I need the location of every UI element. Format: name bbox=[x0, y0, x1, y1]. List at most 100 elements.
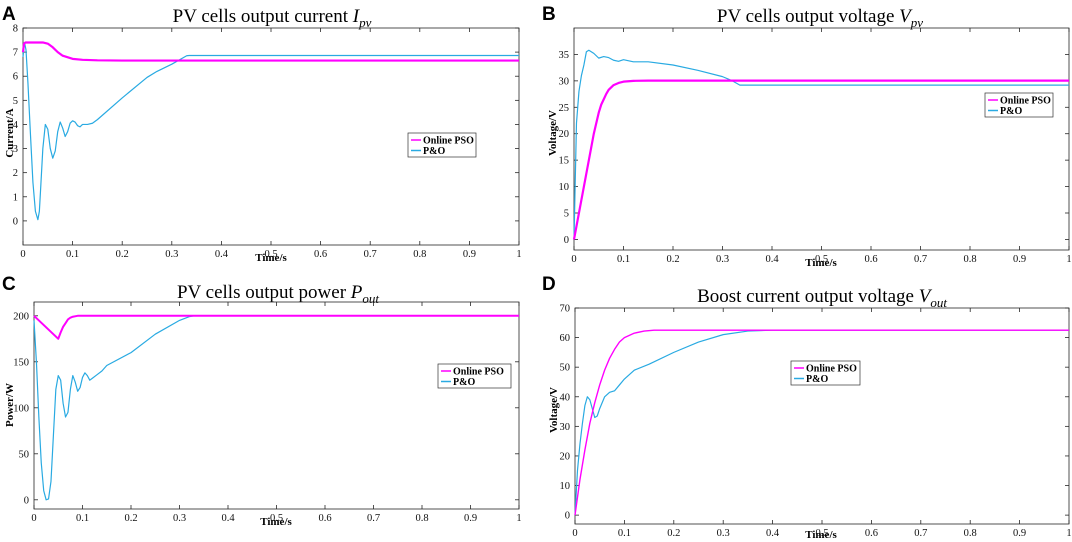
panel-b-legend-box bbox=[984, 92, 1054, 118]
panel-letter-c: C bbox=[2, 274, 16, 295]
panel-a-legend-box bbox=[407, 132, 477, 158]
panel-c-ytick-label: 150 bbox=[13, 357, 29, 368]
panel-c-xtick-label: 0.1 bbox=[76, 513, 89, 524]
panel-b-title-text: PV cells output voltage bbox=[717, 6, 895, 27]
panel-d-ytick-label: 50 bbox=[560, 363, 571, 374]
panel-d-xtick-label: 0 bbox=[572, 528, 577, 539]
panel-a-ytick-label: 7 bbox=[13, 48, 18, 59]
panel-b-xtick-label: 0.3 bbox=[716, 254, 729, 265]
panel-d-ytick-label: 40 bbox=[560, 392, 571, 403]
panel-d-ytick-label: 20 bbox=[560, 451, 571, 462]
panel-c-xtick-label: 0.9 bbox=[464, 513, 477, 524]
panel-letter-d: D bbox=[542, 274, 556, 295]
panel-a-ylabel: Current/A bbox=[4, 108, 16, 157]
panel-b-xtick-label: 0.9 bbox=[1013, 254, 1026, 265]
panel-b-ytick-label: 10 bbox=[559, 182, 570, 193]
panel-d-ytick-label: 70 bbox=[560, 304, 571, 315]
panel-a-xtick-label: 0 bbox=[20, 249, 25, 260]
panel-d-xtick-label: 0.1 bbox=[618, 528, 631, 539]
panel-b-legend-label-online-pso: Online PSO bbox=[1000, 96, 1051, 107]
panel-a-ytick-label: 5 bbox=[13, 96, 18, 107]
panel-c-series-po-line bbox=[33, 315, 519, 501]
panel-c-xlabel: Time/s bbox=[260, 516, 292, 528]
panel-b-ytick-label: 25 bbox=[559, 103, 570, 114]
panel-a-ytick-label: 4 bbox=[13, 120, 19, 131]
panel-b-xtick-label: 0 bbox=[571, 254, 576, 265]
panel-c-xtick-label: 0.2 bbox=[124, 513, 137, 524]
panel-a-xtick-label: 0.7 bbox=[364, 249, 377, 260]
panel-d-title-text: Boost current output voltage bbox=[697, 286, 914, 307]
panel-a-xtick-label: 0.8 bbox=[413, 249, 426, 260]
panel-a-xlabel: Time/s bbox=[255, 252, 287, 264]
panel-c-ylabel: Power/W bbox=[4, 383, 16, 427]
panel-a-ytick-label: 2 bbox=[13, 168, 18, 179]
panel-c-xtick-label: 0.6 bbox=[318, 513, 331, 524]
panel-a-legend-label-online-pso: Online PSO bbox=[423, 136, 474, 147]
panel-b-xtick-label: 0.5 bbox=[815, 254, 828, 265]
panel-c-title-subscript: out bbox=[362, 291, 379, 306]
panel-d-title-subscript: out bbox=[930, 295, 947, 310]
panel-d-xtick-label: 0.7 bbox=[914, 528, 927, 539]
panel-b-xtick-label: 1 bbox=[1066, 254, 1071, 265]
panel-d-xtick-label: 0.9 bbox=[1013, 528, 1026, 539]
panel-b-ytick-label: 0 bbox=[564, 235, 569, 246]
panel-b-series-po-line bbox=[573, 49, 1069, 240]
panel-d-legend-label-po: P&O bbox=[806, 374, 828, 385]
panel-c-legend-label-po: P&O bbox=[453, 377, 475, 388]
panel-b-title-subscript: pv bbox=[910, 15, 924, 30]
panel-c-ytick-label: 100 bbox=[13, 403, 29, 414]
panel-b: B PV cells output voltage Vpv Voltage/V … bbox=[542, 4, 1072, 269]
panel-a-ytick-label: 0 bbox=[13, 216, 18, 227]
panel-d-plot-frame bbox=[574, 307, 1070, 525]
panel-d-xtick-label: 0.6 bbox=[865, 528, 878, 539]
panel-d-xtick-label: 0.4 bbox=[766, 528, 780, 539]
panel-d-legend-box bbox=[790, 360, 861, 386]
panel-b-xtick-label: 0.6 bbox=[864, 254, 877, 265]
panel-d-xtick-label: 0.5 bbox=[815, 528, 828, 539]
panel-b-ylabel: Voltage/V bbox=[547, 110, 559, 156]
panel-b-xtick-label: 0.4 bbox=[765, 254, 779, 265]
panel-c-xtick-label: 0.4 bbox=[221, 513, 235, 524]
panel-b-ytick-label: 20 bbox=[559, 129, 570, 140]
panel-c-title-symbol: P bbox=[350, 282, 363, 303]
panel-d-series-po-line bbox=[574, 329, 1069, 516]
panel-c-xtick-label: 0.3 bbox=[173, 513, 186, 524]
panel-c-xtick-label: 0.7 bbox=[367, 513, 380, 524]
panel-b-legend-label-po: P&O bbox=[1000, 106, 1022, 117]
panel-a-ytick-label: 1 bbox=[13, 192, 18, 203]
panel-c-xtick-label: 0.8 bbox=[415, 513, 428, 524]
panel-b-ytick-label: 35 bbox=[559, 50, 570, 61]
panel-letter-a: A bbox=[2, 4, 16, 25]
panel-a-series-po-line bbox=[22, 41, 519, 221]
panel-a-xtick-label: 0.2 bbox=[116, 249, 129, 260]
panel-c-plot-frame bbox=[33, 301, 520, 510]
panel-a-title-text: PV cells output current bbox=[173, 6, 349, 27]
panel-c-xtick-label: 0 bbox=[31, 513, 36, 524]
panel-d: D Boost current output voltage Vout Volt… bbox=[542, 274, 1072, 541]
panel-b-title-symbol: V bbox=[899, 6, 913, 27]
panel-d-series-online-pso-line bbox=[574, 329, 1069, 516]
panel-a-xtick-label: 0.9 bbox=[463, 249, 476, 260]
panel-d-xtick-label: 0.8 bbox=[964, 528, 977, 539]
panel-b-ytick-label: 5 bbox=[564, 209, 569, 220]
panel-letter-b: B bbox=[542, 4, 556, 25]
panel-a-ytick-label: 3 bbox=[13, 144, 18, 155]
panel-d-xtick-label: 0.2 bbox=[667, 528, 680, 539]
panel-b-xtick-label: 0.2 bbox=[666, 254, 679, 265]
panel-a-legend-label-po: P&O bbox=[423, 146, 445, 157]
panel-d-ytick-label: 30 bbox=[560, 422, 571, 433]
panel-c-ytick-label: 200 bbox=[13, 311, 29, 322]
panel-b-ytick-label: 30 bbox=[559, 76, 570, 87]
panel-c-ytick-label: 50 bbox=[19, 449, 30, 460]
panel-a-title-subscript: pv bbox=[358, 15, 372, 30]
panel-a-series-online-pso-line bbox=[21, 41, 519, 62]
panel-c-series-online-pso-line bbox=[33, 314, 519, 340]
panel-d-ytick-label: 10 bbox=[560, 481, 571, 492]
panel-c: C PV cells output power Pout Power/W Tim… bbox=[2, 274, 522, 528]
panel-b-ytick-label: 15 bbox=[559, 156, 570, 167]
panel-a-title-symbol: I bbox=[352, 6, 361, 27]
panel-a-xtick-label: 0.3 bbox=[165, 249, 178, 260]
panel-a-xtick-label: 0.6 bbox=[314, 249, 327, 260]
panel-b-xlabel: Time/s bbox=[805, 257, 837, 269]
